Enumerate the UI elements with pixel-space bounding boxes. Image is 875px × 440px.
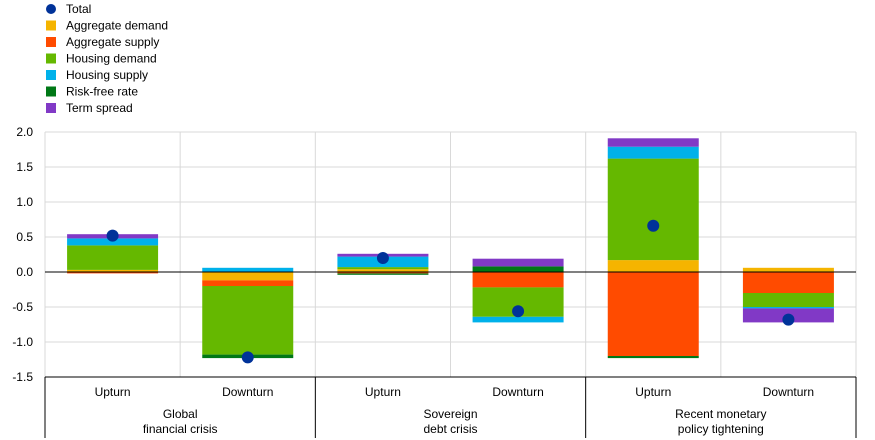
bar-segment [67,272,159,274]
total-marker [241,351,254,364]
total-markers [106,219,795,364]
y-tick-label: 0.5 [16,230,33,244]
legend-swatch [46,86,56,97]
group-label-line2: debt crisis [423,422,477,436]
legend-label: Housing demand [66,52,157,66]
group-label-line1: Global [163,407,198,421]
bar-segment [67,245,159,270]
bar-segment [202,280,294,286]
bar-segment [202,272,294,281]
group-label-line2: financial crisis [143,422,218,436]
x-tick-label: Downturn [763,385,814,399]
legend: Total Aggregate demand Aggregate supply Hou… [46,2,168,115]
bar-segment [607,146,699,159]
total-marker [376,252,389,264]
bars [67,138,834,359]
group-label-line2: policy tightening [678,422,764,436]
bar-segment [742,307,834,309]
bar-segment [337,269,429,272]
y-tick-label: -0.5 [12,300,33,314]
legend-swatch [46,20,56,31]
x-tick-label: Downturn [222,385,273,399]
bar-segment [742,293,834,307]
bar-segment [607,356,699,359]
bar-segment [337,273,429,275]
total-marker [106,229,119,242]
group-label-line1: Recent monetary [675,407,766,421]
bar-segment [337,267,429,270]
legend-label: Total [66,2,91,16]
legend-swatch [46,103,56,113]
bar-segment [607,260,699,272]
bar-segment [202,267,294,272]
legend-label: Risk-free rate [66,85,138,99]
bar-segment [472,272,564,288]
y-tick-label: 1.5 [16,160,33,174]
bar-segment [472,258,564,267]
y-tick-label: 2.0 [16,125,33,139]
bar-segment [607,272,699,356]
legend-label: Aggregate demand [66,19,168,33]
group-label-line1: Sovereign [423,407,477,421]
total-marker [782,313,795,326]
legend-marker-total [46,4,56,14]
y-tick-label: 1.0 [16,195,33,209]
bar-segment [742,272,834,293]
total-marker [512,305,525,318]
y-tick-label: -1.0 [12,335,33,349]
bar-segment [67,238,159,246]
x-tick-label: Downturn [492,385,543,399]
legend-label: Term spread [66,101,133,115]
x-tick-label: Upturn [365,385,401,399]
legend-label: Aggregate supply [66,35,159,49]
x-tick-label: Upturn [635,385,671,399]
legend-swatch [46,53,56,64]
legend-swatch [46,37,56,47]
total-marker [647,219,660,232]
bar-segment [472,316,564,323]
legend-label: Housing supply [66,68,148,82]
bar-segment [607,138,699,147]
y-tick-label: -1.5 [12,370,33,384]
x-axis: Upturn Downturn Upturn Downturn Upturn Downtu… [44,376,857,438]
bar-segment [742,267,834,272]
bar-segment [607,158,699,261]
bar-segment [67,269,159,272]
bar-segment [472,266,564,272]
legend-swatch [46,70,56,80]
bar-segment [202,286,294,355]
bar-segment [337,272,429,274]
gridlines [44,131,857,378]
y-axis: 2.0 1.5 1.0 0.5 0.0 -0.5 -1.0 -1.5 [12,125,33,384]
x-tick-label: Upturn [95,385,131,399]
y-tick-label: 0.0 [16,265,33,279]
